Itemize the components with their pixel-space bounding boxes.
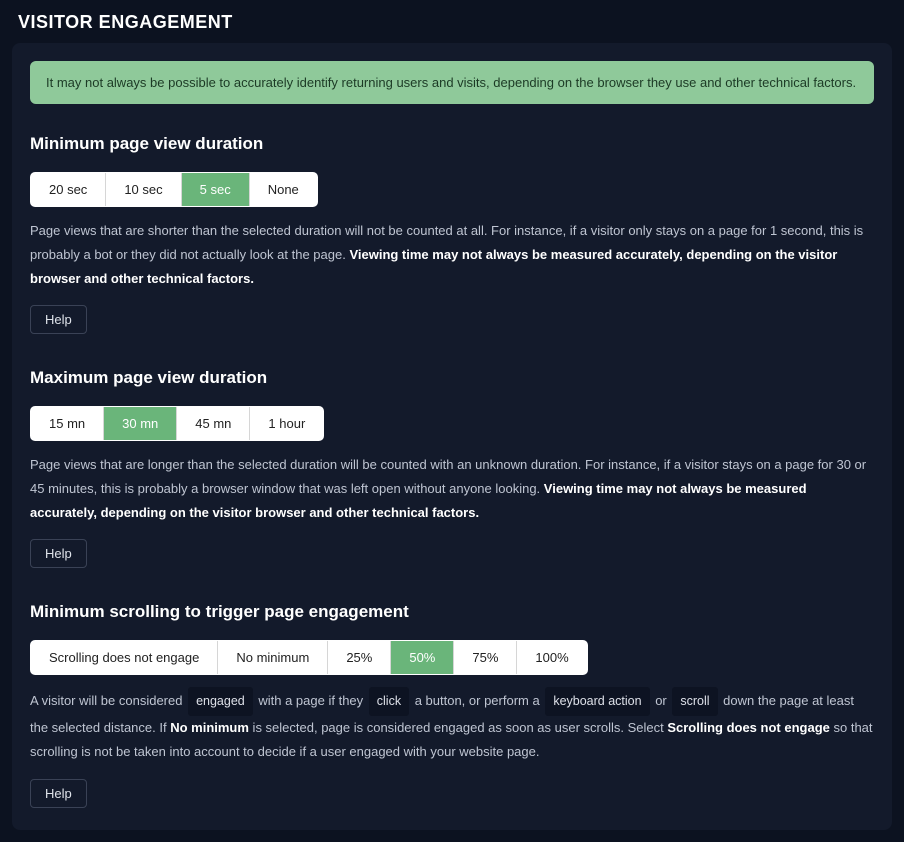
section-max-duration: Maximum page view duration 15 mn 30 mn 4…	[30, 368, 874, 568]
kbd-scroll: scroll	[672, 687, 717, 716]
option-45mn[interactable]: 45 mn	[177, 407, 250, 440]
help-button[interactable]: Help	[30, 779, 87, 808]
segmented-max-duration: 15 mn 30 mn 45 mn 1 hour	[30, 406, 324, 441]
section-title: Maximum page view duration	[30, 368, 874, 388]
info-notice: It may not always be possible to accurat…	[30, 61, 874, 104]
desc-text: a button, or perform a	[411, 693, 543, 708]
option-5sec[interactable]: 5 sec	[182, 173, 250, 206]
option-15mn[interactable]: 15 mn	[31, 407, 104, 440]
option-75pct[interactable]: 75%	[454, 641, 517, 674]
option-30mn[interactable]: 30 mn	[104, 407, 177, 440]
help-button[interactable]: Help	[30, 539, 87, 568]
option-1hour[interactable]: 1 hour	[250, 407, 323, 440]
settings-panel: It may not always be possible to accurat…	[12, 43, 892, 830]
option-25pct[interactable]: 25%	[328, 641, 391, 674]
desc-bold: Scrolling does not engage	[667, 720, 830, 735]
kbd-engaged: engaged	[188, 687, 253, 716]
desc-text: or	[652, 693, 671, 708]
section-title: Minimum page view duration	[30, 134, 874, 154]
kbd-keyboard: keyboard action	[545, 687, 649, 716]
option-20sec[interactable]: 20 sec	[31, 173, 106, 206]
page-title: VISITOR ENGAGEMENT	[0, 0, 904, 43]
segmented-scroll-engage: Scrolling does not engage No minimum 25%…	[30, 640, 588, 675]
option-100pct[interactable]: 100%	[517, 641, 586, 674]
min-duration-desc: Page views that are shorter than the sel…	[30, 219, 874, 291]
option-scroll-none[interactable]: Scrolling does not engage	[31, 641, 218, 674]
desc-text: A visitor will be considered	[30, 693, 186, 708]
help-button[interactable]: Help	[30, 305, 87, 334]
option-10sec[interactable]: 10 sec	[106, 173, 181, 206]
section-scroll-engage: Minimum scrolling to trigger page engage…	[30, 602, 874, 807]
desc-text: is selected, page is considered engaged …	[249, 720, 667, 735]
desc-text: with a page if they	[255, 693, 367, 708]
desc-bold: No minimum	[170, 720, 249, 735]
option-none[interactable]: None	[250, 173, 317, 206]
option-no-minimum[interactable]: No minimum	[218, 641, 328, 674]
option-50pct[interactable]: 50%	[391, 641, 454, 674]
section-title: Minimum scrolling to trigger page engage…	[30, 602, 874, 622]
section-min-duration: Minimum page view duration 20 sec 10 sec…	[30, 134, 874, 334]
max-duration-desc: Page views that are longer than the sele…	[30, 453, 874, 525]
segmented-min-duration: 20 sec 10 sec 5 sec None	[30, 172, 318, 207]
kbd-click: click	[369, 687, 409, 716]
scroll-engage-desc: A visitor will be considered engaged wit…	[30, 687, 874, 764]
